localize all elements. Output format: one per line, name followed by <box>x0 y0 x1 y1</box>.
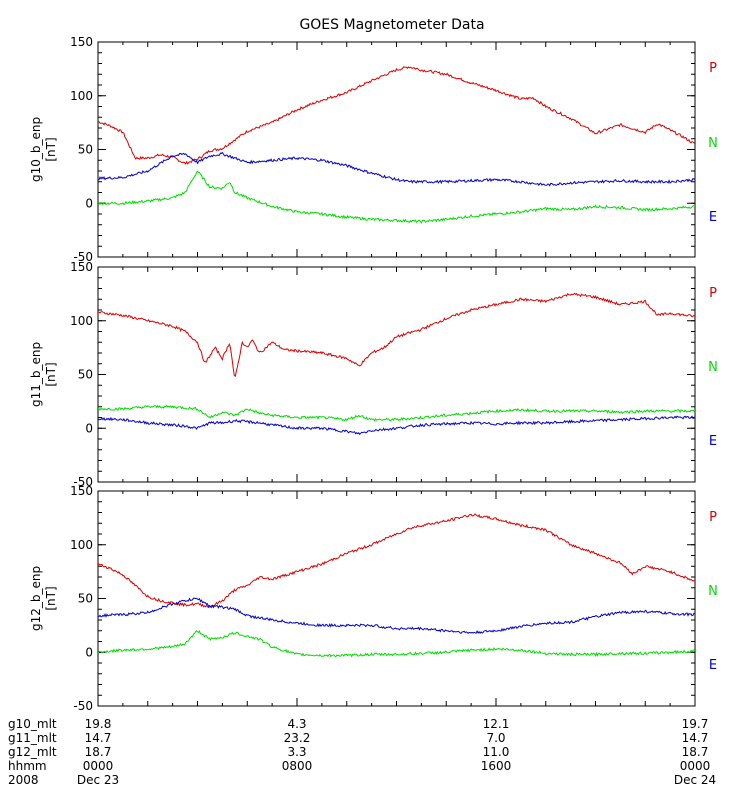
footer-cell: Dec 23 <box>77 773 119 787</box>
series-line-P <box>98 66 695 165</box>
y-tick-label: 150 <box>70 260 93 274</box>
legend-E: E <box>709 210 717 225</box>
footer-cell: 11.0 <box>483 745 510 759</box>
chart-title: GOES Magnetometer Data <box>299 17 484 33</box>
y-tick-label: -50 <box>73 250 93 264</box>
y-tick-label: -50 <box>73 699 93 713</box>
series-line-E <box>98 597 695 635</box>
y-axis-label: g11_b_enp <box>29 342 43 407</box>
footer-table: g10_mltg11_mltg12_mlthhmm200819.814.718.… <box>8 717 716 787</box>
footer-cell: 1600 <box>481 759 512 773</box>
panel-frame <box>97 490 696 707</box>
panel-1: -50 0 50 100 150 g10_b_enp [nT] P N E <box>29 35 718 264</box>
y-axis-unit: [nT] <box>44 137 58 161</box>
y-tick-label: 100 <box>70 89 93 103</box>
footer-cell: 0000 <box>680 759 711 773</box>
y-tick-label: 150 <box>70 35 93 49</box>
y-tick-label: 0 <box>85 421 93 435</box>
footer-cell: 12.1 <box>483 717 510 731</box>
footer-cell: 19.7 <box>682 717 709 731</box>
footer-cell: 7.0 <box>486 731 505 745</box>
legend-P: P <box>709 61 717 76</box>
series-line-N <box>98 630 695 658</box>
y-tick-label: 0 <box>85 196 93 210</box>
series-line-N <box>98 404 695 422</box>
y-tick-label: 50 <box>78 368 93 382</box>
y-axis-unit: [nT] <box>44 586 58 610</box>
footer-cell: 18.7 <box>682 745 709 759</box>
series-line-P <box>98 513 695 609</box>
y-axis-label: g12_b_enp <box>29 566 43 631</box>
legend-N: N <box>708 360 718 375</box>
panel-2: -50 0 50 100 150 g11_b_enp [nT] P N E <box>29 260 718 489</box>
footer-cell: 23.2 <box>284 731 311 745</box>
footer-cell: 3.3 <box>287 745 306 759</box>
footer-row-label: hhmm <box>8 759 47 773</box>
footer-row-label: g12_mlt <box>8 745 57 759</box>
legend-P: P <box>709 286 717 301</box>
y-tick-label: 50 <box>78 592 93 606</box>
footer-cell: Dec 24 <box>674 773 716 787</box>
y-tick-label: 100 <box>70 538 93 552</box>
footer-cell: 19.8 <box>85 717 112 731</box>
footer-cell: 14.7 <box>85 731 112 745</box>
legend-N: N <box>708 584 718 599</box>
y-tick-label: -50 <box>73 475 93 489</box>
y-tick-label: 0 <box>85 645 93 659</box>
footer-cell: 4.3 <box>287 717 306 731</box>
series-line-N <box>98 170 695 224</box>
panel-frame <box>97 41 696 258</box>
series-line-E <box>98 151 695 187</box>
footer-row-label: g10_mlt <box>8 717 57 731</box>
y-axis-unit: [nT] <box>44 362 58 386</box>
footer-row-label: g11_mlt <box>8 731 57 745</box>
y-tick-label: 150 <box>70 484 93 498</box>
y-axis-label: g10_b_enp <box>29 117 43 182</box>
panel-3: -50 0 50 100 150 g12_b_enp [nT] P N E <box>29 484 718 713</box>
legend-P: P <box>709 510 717 525</box>
footer-cell: 14.7 <box>682 731 709 745</box>
footer-cell: 0000 <box>83 759 114 773</box>
y-tick-label: 50 <box>78 143 93 157</box>
legend-N: N <box>708 136 718 151</box>
footer-cell: 0800 <box>282 759 313 773</box>
legend-E: E <box>709 658 717 673</box>
footer-row-label: 2008 <box>8 773 39 787</box>
y-tick-label: 100 <box>70 314 93 328</box>
series-line-E <box>98 415 695 436</box>
legend-E: E <box>709 434 717 449</box>
footer-cell: 18.7 <box>85 745 112 759</box>
series-line-P <box>98 292 695 378</box>
